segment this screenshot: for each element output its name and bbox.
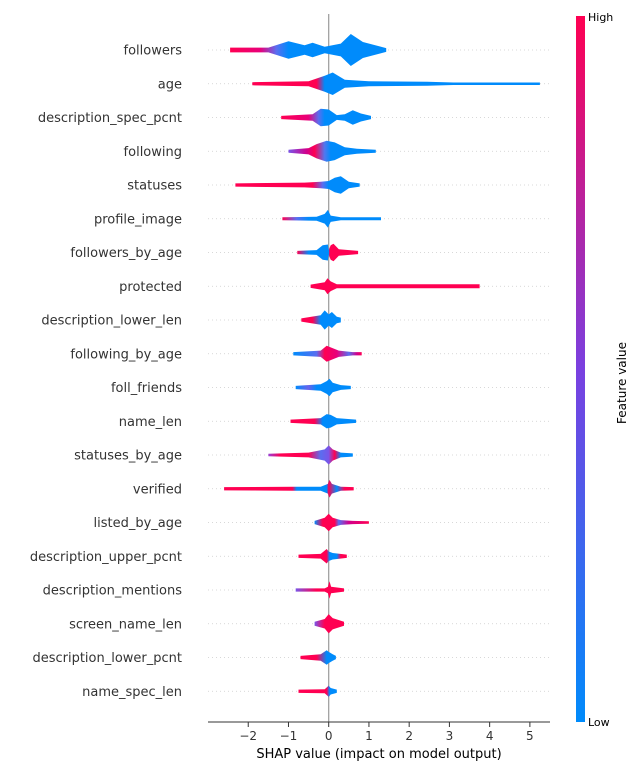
x-tick-label: 5: [526, 729, 534, 743]
x-tick-label: −2: [239, 729, 257, 743]
colorbar-title: Feature value: [615, 342, 629, 424]
violin-profile_image: [282, 209, 381, 228]
violin-description_lower_len: [301, 310, 341, 330]
violin-followers: [230, 34, 387, 66]
feature-label: statuses: [127, 179, 182, 194]
feature-label: following: [124, 145, 182, 160]
feature-label: age: [158, 77, 182, 92]
violin-description_spec_pcnt: [281, 108, 371, 127]
row-gridlines: [208, 49, 550, 692]
colorbar: [576, 16, 585, 722]
feature-label: description_lower_len: [41, 314, 182, 329]
colorbar-high-label: High: [588, 11, 613, 24]
feature-label: statuses_by_age: [74, 449, 182, 464]
feature-label: name_len: [119, 415, 182, 430]
x-tick-label: 3: [446, 729, 454, 743]
violin-screen_name_len: [314, 614, 344, 634]
feature-label: description_spec_pcnt: [38, 111, 182, 126]
feature-label: description_mentions: [43, 584, 183, 599]
feature-label: protected: [119, 280, 182, 295]
violin-statuses: [235, 176, 360, 194]
x-ticks: −2 −1 0 1 2 3 4 5: [239, 722, 534, 743]
violin-description_upper_pcnt: [298, 549, 347, 564]
violin-layer: [224, 34, 540, 697]
feature-label: description_lower_pcnt: [32, 651, 182, 666]
feature-label: screen_name_len: [69, 617, 182, 632]
x-tick-label: −1: [280, 729, 298, 743]
violin-following: [288, 140, 376, 162]
violin-listed_by_age: [314, 513, 369, 532]
violin-name_spec_len: [298, 685, 337, 697]
feature-label: verified: [133, 482, 182, 497]
violin-verified: [224, 479, 354, 498]
violin-following_by_age: [293, 345, 362, 362]
x-tick-label: 1: [365, 729, 373, 743]
violin-name_len: [290, 414, 357, 429]
colorbar-low-label: Low: [588, 716, 610, 729]
violin-foll_friends: [295, 378, 351, 397]
x-tick-label: 0: [325, 729, 333, 743]
x-tick-label: 4: [486, 729, 494, 743]
x-axis-label: SHAP value (impact on model output): [256, 747, 501, 762]
feature-label: foll_friends: [111, 381, 182, 396]
feature-label: followers_by_age: [70, 246, 182, 261]
violin-description_lower_pcnt: [300, 650, 336, 665]
feature-label: profile_image: [94, 212, 182, 227]
feature-label: name_spec_len: [82, 685, 182, 700]
feature-label: description_upper_pcnt: [30, 550, 182, 565]
violin-age: [252, 72, 540, 95]
violin-protected: [310, 278, 480, 295]
feature-labels: followers age description_spec_pcntfollowi…: [30, 44, 182, 700]
feature-label: following_by_age: [70, 347, 182, 362]
violin-description_mentions: [295, 581, 344, 599]
violin-followers_by_age: [297, 243, 359, 262]
feature-label: followers: [124, 44, 183, 59]
feature-label: listed_by_age: [93, 516, 182, 531]
violin-statuses_by_age: [268, 445, 353, 465]
x-tick-label: 2: [405, 729, 413, 743]
